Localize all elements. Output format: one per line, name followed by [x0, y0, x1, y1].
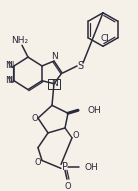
Text: N: N	[6, 76, 12, 85]
Text: NH₂: NH₂	[11, 36, 29, 45]
Text: N: N	[52, 52, 58, 61]
Text: O: O	[32, 114, 38, 123]
Text: O: O	[73, 131, 79, 140]
Text: OH: OH	[84, 163, 98, 172]
Text: N: N	[51, 79, 57, 88]
Bar	[48, 79, 60, 89]
Text: O: O	[65, 182, 71, 191]
Text: N: N	[6, 62, 12, 70]
Text: N: N	[7, 62, 13, 70]
Text: O: O	[35, 158, 41, 167]
Text: S: S	[77, 61, 83, 71]
Text: N: N	[7, 76, 13, 85]
Text: OH: OH	[88, 106, 102, 115]
Text: Cl: Cl	[101, 34, 109, 43]
Text: P: P	[62, 162, 68, 172]
